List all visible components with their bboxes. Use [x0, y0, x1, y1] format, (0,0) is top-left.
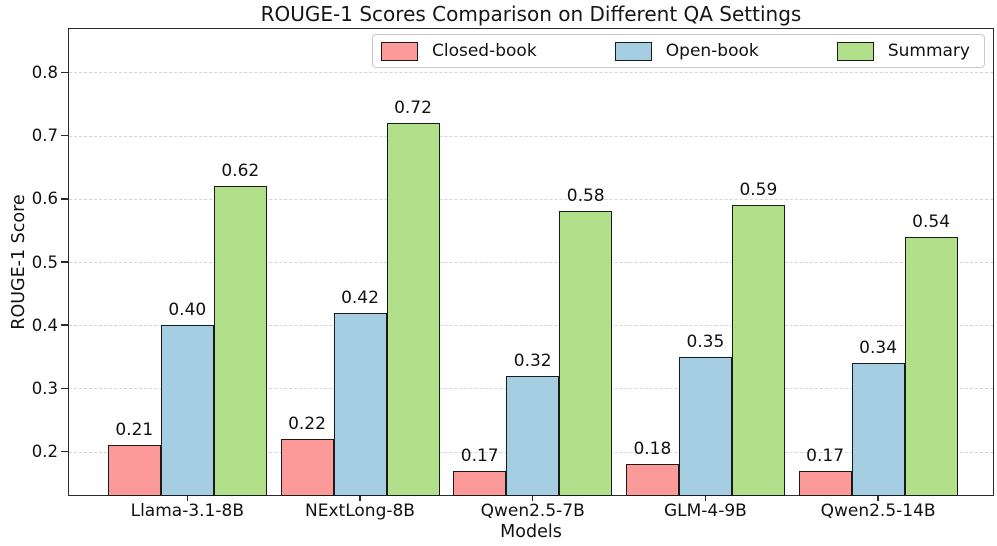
bar-value-label: 0.40 [168, 300, 207, 321]
legend: Closed-book Open-book Summary [372, 34, 985, 68]
y-tick-mark [61, 134, 68, 137]
legend-label: Open-book [665, 41, 759, 61]
bar-value-label: 0.32 [513, 350, 552, 371]
y-tick-label: 0.4 [31, 315, 58, 335]
y-tick-label: 0.6 [31, 189, 58, 209]
chart-title: ROUGE-1 Scores Comparison on Different Q… [260, 2, 802, 26]
x-tick-label: Qwen2.5-14B [820, 501, 936, 521]
bar-summary-llama-3-1-8b [213, 186, 267, 496]
y-tick-label: 0.7 [31, 126, 58, 145]
gridline [69, 135, 993, 137]
bar-value-label: 0.17 [806, 445, 845, 466]
bar-summary-glm-4-9b [731, 205, 785, 496]
y-tick-label: 0.2 [31, 442, 58, 462]
bar-value-label: 0.62 [221, 161, 260, 182]
gridline [69, 72, 993, 74]
gridline [69, 262, 993, 263]
bar-open-book-nextlong-8b [333, 312, 387, 496]
bar-value-label: 0.22 [288, 414, 326, 435]
x-tick-label: Qwen2.5-7B [480, 501, 585, 521]
y-tick-mark [61, 450, 68, 453]
bar-summary-qwen2-5-7b [559, 211, 613, 496]
legend-item-summary: Summary [836, 41, 970, 61]
bar-value-label: 0.21 [115, 420, 154, 441]
bar-value-label: 0.34 [859, 338, 898, 359]
y-tick-mark [61, 387, 68, 390]
x-tick-mark [359, 496, 361, 501]
bar-value-label: 0.54 [912, 211, 951, 232]
legend-label: Summary [887, 41, 970, 61]
x-tick-mark [186, 496, 189, 501]
bar-value-label: 0.72 [394, 97, 432, 118]
x-tick-mark [531, 496, 534, 501]
x-tick-mark [877, 496, 879, 501]
bar-closed-book-qwen2-5-14b [798, 470, 852, 496]
bar-value-label: 0.17 [460, 445, 499, 466]
legend-swatch-summary [836, 41, 874, 61]
bar-open-book-llama-3-1-8b [160, 325, 214, 496]
y-tick-mark [61, 324, 68, 326]
legend-swatch-open-book [614, 41, 652, 61]
y-tick-mark [61, 261, 68, 263]
x-tick-label: Llama-3.1-8B [130, 501, 244, 521]
bar-summary-qwen2-5-14b [904, 236, 958, 496]
bar-value-label: 0.35 [686, 331, 725, 352]
bar-value-label: 0.42 [341, 287, 379, 308]
legend-swatch-closed-book [381, 41, 418, 61]
y-tick-label: 0.8 [31, 62, 58, 82]
gridline [69, 325, 993, 327]
x-tick-label: NExtLong-8B [305, 501, 415, 521]
x-tick-label: GLM-4-9B [663, 501, 747, 521]
x-axis-label: Models [500, 522, 562, 542]
bar-value-label: 0.58 [566, 186, 605, 207]
legend-item-open-book: Open-book [614, 41, 759, 61]
x-tick-mark [704, 496, 707, 501]
y-tick-label: 0.5 [31, 252, 58, 272]
y-tick-mark [61, 71, 68, 74]
y-tick-label: 0.3 [31, 378, 58, 398]
legend-item-closed-book: Closed-book [381, 41, 537, 61]
bar-closed-book-glm-4-9b [625, 464, 679, 496]
bar-closed-book-nextlong-8b [280, 439, 334, 496]
bar-closed-book-llama-3-1-8b [107, 445, 161, 496]
bar-closed-book-qwen2-5-7b [453, 470, 507, 496]
bar-value-label: 0.18 [633, 439, 672, 460]
y-tick-mark [61, 198, 68, 200]
bar-open-book-qwen2-5-7b [506, 375, 560, 496]
bar-summary-nextlong-8b [386, 122, 440, 496]
bar-open-book-qwen2-5-14b [851, 363, 905, 496]
legend-label: Closed-book [432, 41, 537, 61]
bar-value-label: 0.59 [739, 180, 778, 201]
gridline [69, 198, 993, 200]
bar-open-book-glm-4-9b [678, 356, 732, 496]
